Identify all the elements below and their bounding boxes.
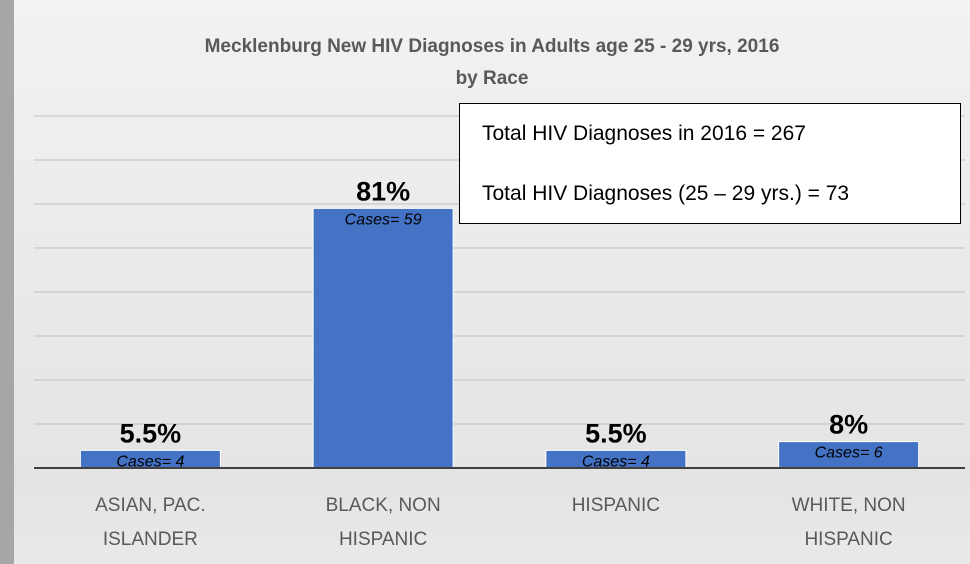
info-total-25-29: Total HIV Diagnoses (25 – 29 yrs.) = 73 (482, 182, 850, 205)
case-label-0: Cases= 4 (116, 453, 184, 470)
x-tick-label-0-0: ASIAN, PAC. (95, 495, 206, 516)
chart-title: Mecklenburg New HIV Diagnoses in Adults … (204, 36, 780, 57)
x-tick-label-1-0: BLACK, NON (325, 495, 441, 516)
left-border-strip (0, 0, 14, 564)
x-tick-label-0-1: ISLANDER (102, 529, 198, 550)
case-label-3: Cases= 6 (815, 445, 883, 462)
x-tick-label-3-1: HISPANIC (804, 529, 893, 550)
info-box: Total HIV Diagnoses in 2016 = 267 Total … (459, 103, 961, 224)
case-label-1: Cases= 59 (345, 211, 422, 228)
case-label-2: Cases= 4 (582, 453, 650, 470)
info-total-2016: Total HIV Diagnoses in 2016 = 267 (482, 122, 806, 145)
percent-label-0: 5.5% (120, 418, 182, 448)
chart-subtitle: by Race (455, 68, 529, 89)
x-tick-label-2-0: HISPANIC (571, 495, 661, 516)
x-tick-label-3-0: WHITE, NON (791, 495, 906, 516)
percent-label-2: 5.5% (585, 418, 647, 448)
bar-3 (778, 441, 920, 469)
percent-label-3: 8% (829, 410, 868, 440)
x-tick-label-1-1: HISPANIC (338, 529, 428, 550)
chart-area (14, 0, 970, 564)
bar-1 (312, 207, 454, 469)
percent-label-1: 81% (356, 176, 410, 206)
